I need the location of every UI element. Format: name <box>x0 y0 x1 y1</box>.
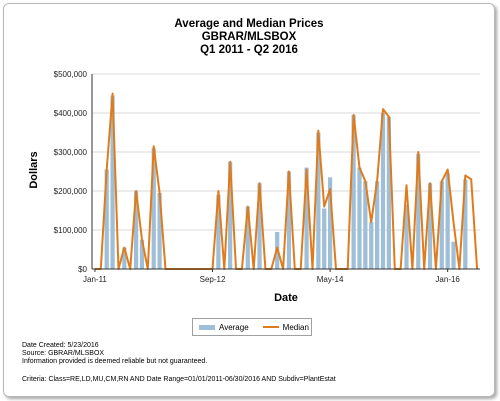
average-bar <box>122 247 127 269</box>
chart-legend: Average Median <box>192 318 312 336</box>
average-bar <box>104 169 109 269</box>
average-bar <box>257 183 262 269</box>
average-bar <box>380 113 386 269</box>
source-text: Source: GBRAR/MLSBOX <box>22 350 105 357</box>
average-bar <box>322 208 327 269</box>
median-legend-swatch <box>262 326 279 328</box>
average-bar <box>386 116 391 270</box>
price-chart: $0 $100,000 $200,000 $300,000 $400,000 $500,0… <box>28 70 480 304</box>
chart-panel: Average and Median Prices GBRAR/MLSBOX Q… <box>3 3 495 397</box>
x-tick-labels: Jan-11 Sep-12 May-14 Jan-16 <box>83 269 460 284</box>
average-bar <box>357 167 362 269</box>
y-tick-label: $500,000 <box>54 70 88 79</box>
average-bar <box>304 167 309 269</box>
criteria-text: Criteria: Class=RE,LD,MU,CM,RN AND Date … <box>22 376 336 383</box>
average-bar <box>216 194 221 269</box>
x-tick-label: Jan-11 <box>83 275 107 284</box>
average-bars <box>104 95 468 270</box>
y-tick-label: $0 <box>78 265 87 274</box>
median-legend-label: Median <box>282 322 309 332</box>
average-bar <box>151 148 156 269</box>
average-bar <box>439 181 444 269</box>
x-tick-label: May-14 <box>317 275 344 284</box>
date-created-text: Date Created: 5/23/2016 <box>22 342 99 349</box>
average-bar <box>363 181 368 269</box>
y-tick-label: $200,000 <box>54 187 88 196</box>
y-tick-label: $300,000 <box>54 148 88 157</box>
average-bar <box>369 222 374 269</box>
average-bar <box>133 191 139 269</box>
average-bar <box>351 114 356 269</box>
y-tick-label: $100,000 <box>54 226 88 235</box>
average-bar <box>316 132 321 269</box>
x-axis-title: Date <box>274 292 298 304</box>
average-bar <box>427 183 433 269</box>
average-bar <box>463 179 468 269</box>
average-bar <box>375 181 380 269</box>
median-line <box>94 92 479 270</box>
average-bar <box>139 239 145 269</box>
y-axis-title: Dollars <box>28 151 40 188</box>
x-tick-label: Jan-16 <box>435 275 460 284</box>
disclaimer-text: Information provided is deemed reliable … <box>22 358 208 365</box>
axes <box>91 74 480 270</box>
chart-title-line-2: GBRAR/MLSBOX <box>201 31 297 43</box>
average-legend-label: Average <box>219 322 249 332</box>
average-bar <box>245 206 250 269</box>
average-bar <box>157 192 162 269</box>
average-bar <box>416 153 421 269</box>
average-bar <box>445 173 450 269</box>
average-bar <box>228 161 233 269</box>
chart-title-line-1: Average and Median Prices <box>174 18 324 30</box>
average-bar <box>327 177 333 269</box>
average-bar <box>451 241 456 269</box>
chart-title-line-3: Q1 2011 - Q2 2016 <box>200 44 298 56</box>
average-bar <box>404 204 409 269</box>
average-bar <box>110 95 115 269</box>
x-tick-label: Sep-12 <box>200 275 226 284</box>
y-tick-label: $400,000 <box>54 109 88 118</box>
average-legend-swatch <box>199 324 215 330</box>
average-bar <box>286 171 292 269</box>
y-tick-labels: $0 $100,000 $200,000 $300,000 $400,000 $500,0… <box>54 70 88 274</box>
